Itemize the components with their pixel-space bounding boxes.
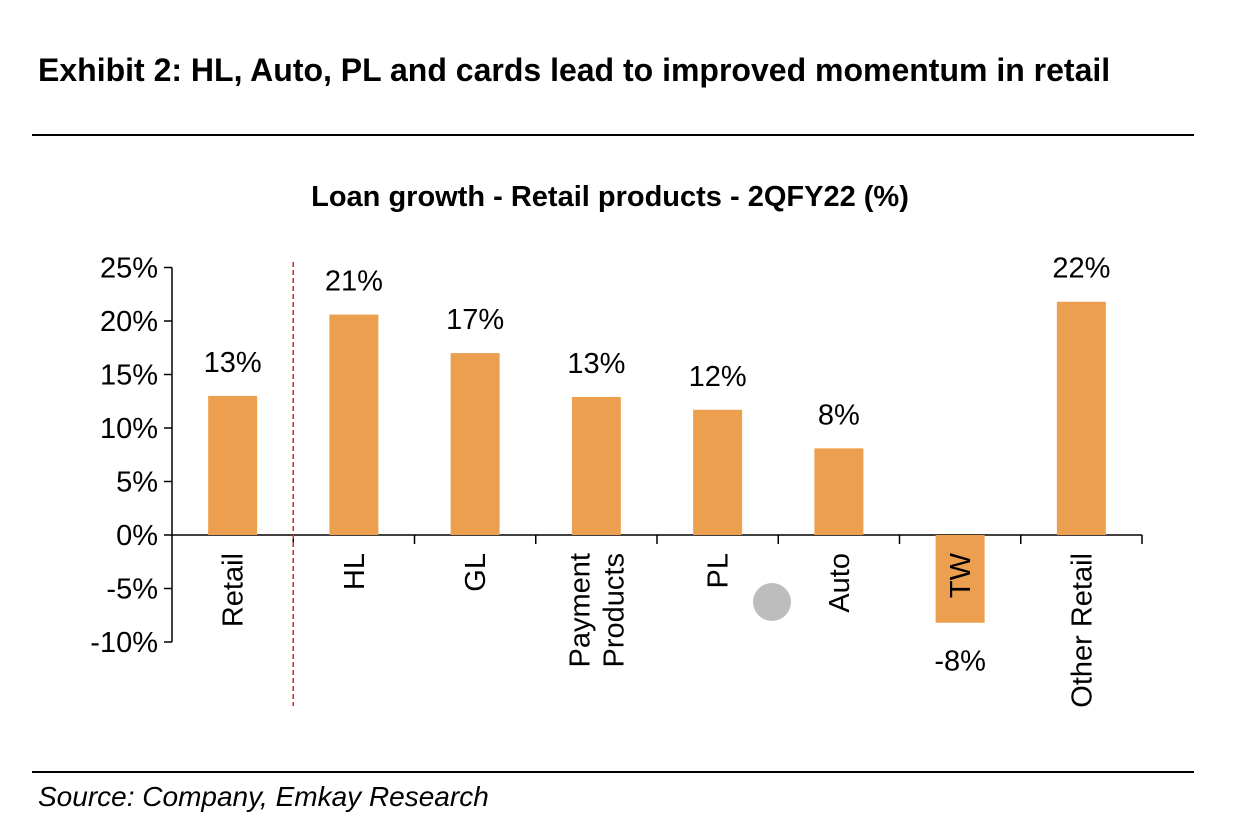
- y-tick-label: 15%: [100, 360, 158, 392]
- bottom-rule: [32, 771, 1194, 773]
- category-label-line: HL: [339, 553, 371, 590]
- data-label: 13%: [567, 348, 625, 380]
- category-label: PL: [703, 553, 735, 588]
- category-label: Auto: [824, 553, 856, 613]
- data-label: 22%: [1052, 253, 1110, 285]
- source-note: Source: Company, Emkay Research: [38, 781, 489, 812]
- y-tick-label: -10%: [90, 627, 158, 659]
- category-label-line: Products: [598, 553, 630, 667]
- bar: [208, 395, 258, 535]
- category-label: Retail: [218, 553, 250, 627]
- category-label-line: Retail: [218, 553, 250, 627]
- y-tick-label: 10%: [100, 413, 158, 445]
- bar: [693, 409, 743, 535]
- bar-chart: Loan growth - Retail products - 2QFY22 (…: [90, 181, 1143, 708]
- bar: [1056, 301, 1106, 535]
- category-label: TW: [945, 552, 977, 598]
- data-label: -8%: [934, 646, 986, 678]
- category-label: HL: [339, 553, 371, 590]
- top-rule: [32, 134, 1194, 136]
- y-tick-label: 25%: [100, 253, 158, 285]
- category-label-line: TW: [945, 552, 977, 598]
- data-label: 12%: [689, 361, 747, 393]
- bar: [571, 396, 621, 535]
- category-label-line: PL: [703, 553, 735, 588]
- data-label: 8%: [818, 399, 860, 431]
- data-label: 21%: [325, 266, 383, 298]
- data-label: 13%: [204, 347, 262, 379]
- bar: [814, 448, 864, 535]
- y-tick-label: 20%: [100, 306, 158, 338]
- category-label: Other Retail: [1066, 553, 1098, 708]
- y-tick-label: 0%: [116, 520, 158, 552]
- data-label: 17%: [446, 304, 504, 336]
- category-label-line: Payment: [564, 553, 596, 667]
- category-label-line: Other Retail: [1066, 553, 1098, 708]
- category-label-line: Auto: [824, 553, 856, 613]
- bar: [935, 535, 985, 623]
- y-tick-label: 5%: [116, 467, 158, 499]
- exhibit-title: Exhibit 2: HL, Auto, PL and cards lead t…: [38, 52, 1111, 88]
- bar: [329, 314, 379, 535]
- chart-title: Loan growth - Retail products - 2QFY22 (…: [311, 181, 909, 213]
- category-label: Payment Products: [564, 553, 630, 667]
- y-tick-label: -5%: [106, 574, 158, 606]
- bar: [450, 353, 500, 535]
- marker-dot: [753, 583, 791, 621]
- category-label-line: GL: [460, 553, 492, 592]
- category-label: GL: [460, 553, 492, 592]
